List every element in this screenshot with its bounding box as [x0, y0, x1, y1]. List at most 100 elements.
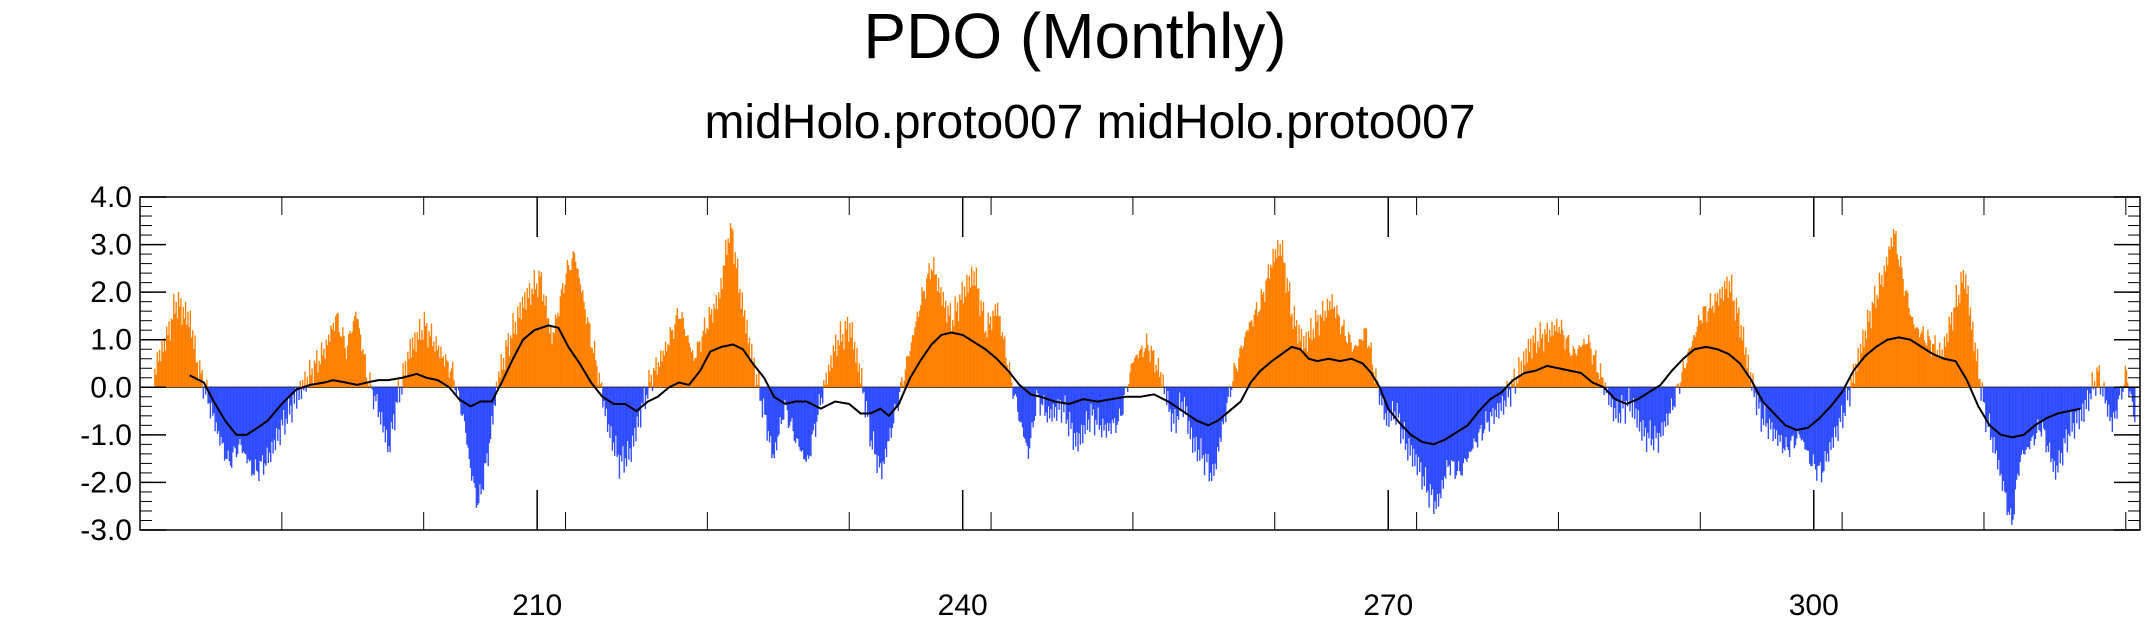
positive-bar — [1719, 288, 1721, 388]
negative-bar — [1020, 387, 1022, 423]
negative-bar — [1654, 387, 1656, 426]
positive-bar — [544, 305, 546, 388]
positive-bar — [1976, 348, 1979, 388]
negative-bar — [238, 387, 240, 445]
positive-bar — [2103, 381, 2105, 388]
positive-bar — [407, 351, 409, 388]
positive-bar — [1530, 338, 1532, 388]
positive-bar — [1871, 301, 1874, 388]
negative-bar — [1999, 387, 2001, 476]
positive-bar — [929, 279, 931, 388]
negative-bar — [2021, 387, 2024, 451]
positive-bar — [2096, 367, 2098, 388]
positive-bar — [1944, 346, 1947, 388]
positive-bar — [1245, 332, 1247, 388]
negative-bar — [385, 387, 388, 430]
positive-bar — [409, 338, 411, 388]
negative-bar — [459, 387, 461, 403]
positive-bar — [1280, 255, 1283, 388]
negative-bar — [2116, 387, 2118, 419]
positive-bar — [1257, 315, 1259, 388]
negative-bar — [1788, 387, 1791, 458]
negative-bar — [2117, 387, 2119, 400]
negative-bar — [1487, 387, 1489, 422]
negative-bar — [1223, 387, 1226, 416]
positive-bar — [421, 330, 423, 388]
negative-bar — [1012, 387, 1014, 399]
negative-bar — [777, 387, 779, 437]
negative-bar — [804, 387, 806, 460]
negative-bar — [1662, 387, 1664, 436]
negative-bar — [1414, 387, 1416, 467]
negative-bar — [799, 387, 801, 451]
negative-bar — [1835, 387, 1837, 438]
positive-bar — [182, 306, 184, 388]
positive-bar — [1574, 353, 1577, 388]
positive-bar — [414, 332, 416, 388]
negative-bar — [787, 387, 790, 428]
positive-bar — [1296, 320, 1298, 388]
negative-bar — [1657, 387, 1660, 453]
positive-bar — [1000, 336, 1002, 388]
negative-bar — [1397, 387, 1400, 418]
negative-bar — [1056, 387, 1058, 421]
positive-bar — [1544, 328, 1546, 388]
negative-bar — [2012, 387, 2014, 520]
positive-bar — [188, 327, 190, 388]
negative-bar — [1015, 387, 1018, 397]
positive-bar — [849, 323, 851, 388]
positive-bar — [915, 321, 917, 388]
positive-bar — [1600, 377, 1603, 388]
positive-bar — [734, 252, 736, 388]
negative-bar — [1805, 387, 1807, 450]
positive-bar — [311, 368, 313, 388]
positive-bar — [1881, 274, 1883, 388]
positive-bar — [571, 258, 573, 388]
negative-bar — [793, 387, 796, 441]
positive-bar — [913, 335, 915, 388]
negative-bar — [2054, 387, 2057, 480]
positive-bar — [1695, 332, 1697, 388]
positive-bar — [719, 298, 721, 388]
positive-bar — [1374, 383, 1376, 388]
negative-bar — [1836, 387, 1838, 426]
positive-bar — [660, 350, 662, 388]
positive-bar — [1869, 310, 1871, 388]
positive-bar — [1138, 350, 1141, 388]
negative-bar — [1077, 387, 1079, 452]
negative-bar — [1995, 387, 1998, 451]
positive-bar — [1349, 334, 1351, 388]
negative-bar — [768, 387, 771, 443]
negative-bar — [1476, 387, 1479, 448]
positive-bar — [194, 335, 196, 388]
positive-bar — [540, 271, 543, 388]
positive-bar — [702, 330, 705, 388]
positive-bar — [405, 377, 408, 388]
negative-bar — [1622, 387, 1624, 409]
negative-bar — [1625, 387, 1628, 401]
negative-bar — [1799, 387, 1801, 438]
positive-bar — [703, 317, 706, 388]
negative-bar — [1839, 387, 1842, 423]
negative-bar — [1439, 387, 1441, 494]
positive-bar — [436, 350, 439, 388]
positive-bar — [1696, 326, 1699, 388]
positive-bar — [934, 274, 936, 388]
positive-bar — [508, 356, 511, 388]
negative-bar — [1849, 387, 1851, 407]
negative-bar — [1219, 387, 1221, 438]
positive-bar — [905, 356, 908, 388]
negative-bar — [1653, 387, 1655, 451]
positive-bar — [1525, 348, 1527, 388]
positive-bar — [535, 283, 538, 388]
positive-bar — [2125, 369, 2128, 388]
positive-bar — [1364, 327, 1366, 388]
positive-bar — [749, 360, 752, 388]
positive-bar — [426, 323, 428, 388]
positive-bar — [917, 316, 920, 388]
negative-bar — [1843, 387, 1845, 413]
tick-marks — [139, 196, 2140, 531]
positive-bar — [920, 305, 922, 388]
positive-bar — [937, 277, 940, 388]
negative-bar — [1187, 387, 1189, 434]
